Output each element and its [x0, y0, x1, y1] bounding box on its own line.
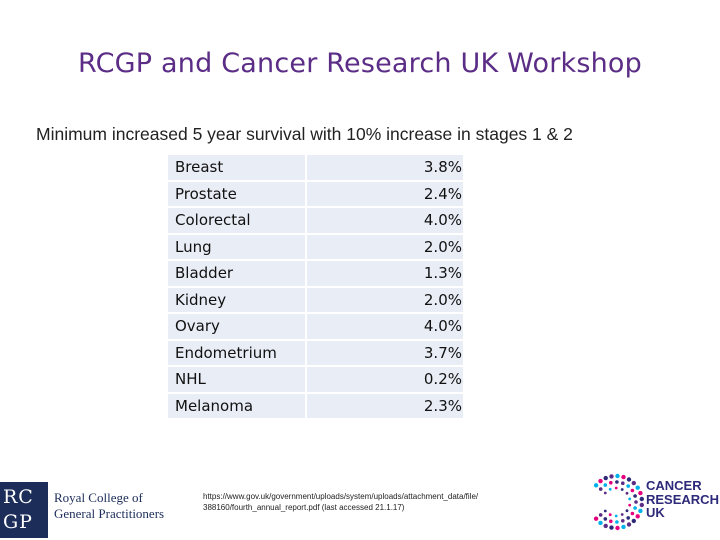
cruk-dot [630, 488, 635, 493]
cruk-dot [614, 514, 618, 518]
cruk-dot [621, 524, 626, 530]
cruk-dot [608, 487, 612, 491]
survival-table: Breast 3.8% Prostate 2.4% Colorectal 4.0% Lung… [168, 153, 463, 420]
cruk-dots-icon [593, 473, 644, 531]
cancer-name: Breast [168, 155, 307, 180]
survival-value: 2.0% [307, 287, 463, 312]
cruk-dot [621, 519, 625, 523]
cruk-dot [634, 500, 638, 504]
table-row: Kidney 2.0% [168, 287, 463, 312]
cruk-dot [598, 487, 603, 491]
table-row: Endometrium 3.7% [168, 340, 463, 365]
cruk-dot [603, 475, 608, 481]
rcgp-emblem: RC GP [0, 482, 48, 538]
cruk-line-2: RESEARCH [646, 491, 719, 507]
cruk-dot [614, 486, 618, 490]
cruk-wordmark: CANCER RESEARCH UK [646, 479, 719, 520]
cruk-dot [638, 490, 643, 496]
cancer-name: Endometrium [168, 340, 307, 365]
cruk-dot [603, 491, 607, 495]
survival-value: 2.0% [307, 234, 463, 259]
cruk-dot [620, 488, 624, 491]
survival-value: 1.3% [307, 261, 463, 286]
rcgp-name-line-1: Royal College of [54, 490, 143, 505]
cruk-line-1: CANCER [646, 478, 702, 493]
table-row: NHL 0.2% [168, 367, 463, 392]
rcgp-name-line-2: General Practitioners [54, 506, 165, 521]
rcgp-letters: RC GP [3, 486, 34, 533]
cruk-dot [615, 473, 620, 479]
cruk-dot [635, 485, 640, 490]
cruk-dot [621, 474, 626, 480]
source-citation: https://www.gov.uk/government/uploads/sy… [203, 491, 543, 513]
cruk-line-3: UK [646, 505, 665, 520]
cancer-name: Lung [168, 234, 307, 259]
cancer-name: Prostate [168, 181, 307, 206]
table-row: Breast 3.8% [168, 155, 463, 180]
cruk-dot [633, 494, 637, 498]
cancer-name: Colorectal [168, 208, 307, 233]
cruk-dot [639, 502, 644, 508]
cruk-dot [620, 513, 624, 516]
cruk-dot [598, 478, 603, 484]
cruk-dot [603, 523, 608, 529]
table-row: Melanoma 2.3% [168, 393, 463, 418]
cancer-name: Kidney [168, 287, 307, 312]
survival-value: 2.4% [307, 181, 463, 206]
survival-value: 0.2% [307, 367, 463, 392]
cancer-name: NHL [168, 367, 307, 392]
cruk-dot [633, 506, 637, 510]
cruk-dot [625, 491, 629, 495]
survival-value: 2.3% [307, 393, 463, 418]
cruk-dot [598, 520, 603, 526]
slide-title: RCGP and Cancer Research UK Workshop [78, 48, 642, 79]
table-row: Bladder 1.3% [168, 261, 463, 286]
cruk-dot [635, 514, 640, 519]
rcgp-logo: RC GP Royal College of General Practition… [0, 482, 180, 540]
source-line-2: 388160/fourth_annual_report.pdf (last ac… [203, 503, 405, 512]
survival-value: 3.7% [307, 340, 463, 365]
survival-value: 3.8% [307, 155, 463, 180]
cruk-dot [631, 480, 636, 486]
table-row: Ovary 4.0% [168, 314, 463, 339]
source-line-1: https://www.gov.uk/government/uploads/sy… [203, 492, 479, 501]
cruk-dot [615, 525, 620, 531]
cruk-dot [630, 511, 635, 516]
cruk-dot [603, 517, 608, 521]
cruk-dot [598, 513, 603, 517]
cruk-dot [609, 474, 614, 479]
cruk-dot [628, 497, 632, 501]
cancer-name: Bladder [168, 261, 307, 286]
cruk-dot [615, 520, 619, 524]
cruk-dot [609, 519, 613, 524]
slide-subtitle: Minimum increased 5 year survival with 1… [36, 124, 573, 144]
cruk-dot [608, 513, 612, 517]
cruk-dot [638, 508, 643, 514]
cruk-dot [626, 522, 632, 527]
cruk-dot [593, 516, 599, 521]
cruk-dot [621, 481, 625, 485]
cruk-dot [639, 496, 644, 502]
cruk-dot [625, 509, 629, 513]
cruk-dot [626, 484, 630, 488]
cruk-dot [609, 525, 614, 530]
cancer-name: Melanoma [168, 393, 307, 418]
table-row: Colorectal 4.0% [168, 208, 463, 233]
cruk-dot [628, 503, 632, 507]
cruk-dot [631, 518, 636, 524]
cruk-logo: CANCER RESEARCH UK [586, 468, 720, 536]
cruk-dot [593, 483, 599, 488]
cruk-dot [609, 480, 613, 485]
survival-value: 4.0% [307, 208, 463, 233]
cruk-dot [626, 516, 630, 520]
cruk-dot [626, 477, 632, 482]
table-row: Prostate 2.4% [168, 181, 463, 206]
survival-value: 4.0% [307, 314, 463, 339]
cruk-dot [603, 509, 607, 513]
cruk-dot [615, 480, 619, 484]
cruk-dot [603, 483, 608, 487]
cancer-name: Ovary [168, 314, 307, 339]
rcgp-name: Royal College of General Practitioners [54, 490, 184, 522]
table-row: Lung 2.0% [168, 234, 463, 259]
